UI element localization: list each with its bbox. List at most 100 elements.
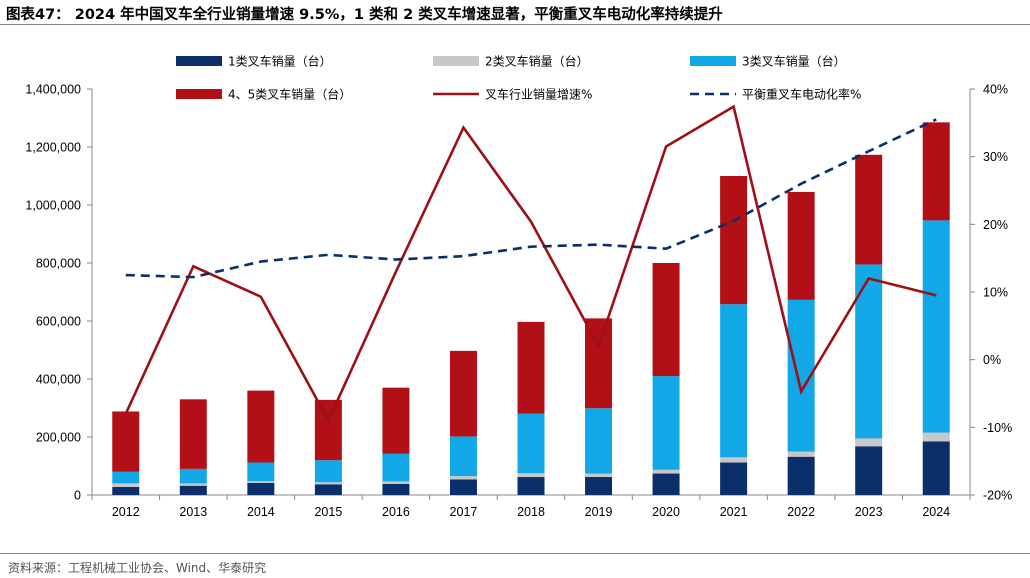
- right-axis-tick-label: 40%: [983, 83, 1008, 97]
- bar-segment-class1: [922, 441, 950, 495]
- bar-segment-class1: [449, 479, 477, 495]
- x-axis-category-label: 2023: [855, 505, 883, 519]
- bar-segment-class3: [652, 376, 680, 470]
- legend-label: 平衡重叉车电动化率%: [742, 87, 861, 102]
- bar-segment-class45: [922, 122, 950, 221]
- right-axis-tick-label: 0%: [983, 353, 1001, 367]
- bar-segment-class2: [179, 483, 207, 486]
- title-divider: [0, 24, 1030, 25]
- x-axis-category-label: 2021: [720, 505, 748, 519]
- bar-segment-class45: [247, 390, 275, 463]
- bar-segment-class45: [314, 399, 342, 461]
- bar-segment-class45: [652, 263, 680, 377]
- bar-segment-class45: [382, 387, 410, 454]
- line-series-growth_line: [124, 104, 937, 424]
- bar-segment-class3: [585, 408, 613, 474]
- x-axis-category-label: 2018: [517, 505, 545, 519]
- x-axis-category-label: 2012: [112, 505, 140, 519]
- legend-swatch-class1: [176, 56, 222, 66]
- bar-segment-class3: [449, 436, 477, 477]
- x-axis-category-label: 2019: [585, 505, 613, 519]
- bar-segment-class3: [247, 462, 275, 482]
- x-axis-category-label: 2017: [450, 505, 478, 519]
- tick-labels-group: 0 200,000 400,000 600,000 800,000 1,000,000 1,…: [25, 83, 1012, 520]
- bar-segment-class3: [382, 453, 410, 482]
- bar-series-group: [112, 122, 950, 495]
- bar-segment-class1: [314, 484, 342, 495]
- bar-segment-class3: [517, 413, 545, 474]
- bar-segment-class1: [720, 462, 748, 495]
- bar-segment-class3: [720, 304, 748, 458]
- right-axis-tick-label: -20%: [983, 489, 1012, 503]
- chart-legend: 1类叉车销量（台） 2类叉车销量（台） 3类叉车销量（台） 4、5类叉车销量（台） 叉车…: [176, 54, 861, 102]
- bar-segment-class1: [517, 477, 545, 495]
- bar-segment-class3: [922, 220, 950, 433]
- left-axis-tick-label: 600,000: [36, 315, 81, 329]
- left-axis-tick-label: 1,000,000: [25, 199, 81, 213]
- bar-segment-class2: [855, 438, 883, 447]
- legend-swatch-class3: [690, 56, 736, 66]
- left-axis-tick-label: 1,200,000: [25, 141, 81, 155]
- bar-segment-class45: [517, 321, 545, 414]
- left-axis-tick-label: 200,000: [36, 431, 81, 445]
- bar-segment-class3: [314, 460, 342, 483]
- bar-segment-class1: [382, 483, 410, 495]
- bar-segment-class1: [652, 473, 680, 495]
- x-axis-category-label: 2013: [179, 505, 207, 519]
- x-axis-category-label: 2020: [652, 505, 680, 519]
- bar-segment-class2: [314, 482, 342, 485]
- x-axis-category-label: 2024: [922, 505, 950, 519]
- bar-segment-class2: [449, 476, 477, 480]
- source-note: 资料来源：工程机械工业协会、Wind、华泰研究: [8, 561, 267, 575]
- bar-segment-class45: [720, 176, 748, 305]
- legend-label: 2类叉车销量（台）: [485, 54, 589, 69]
- bar-segment-class2: [585, 473, 613, 478]
- x-axis-category-label: 2014: [247, 505, 275, 519]
- right-axis-tick-label: -10%: [983, 421, 1012, 435]
- bar-segment-class2: [922, 432, 950, 442]
- bar-segment-class2: [720, 457, 748, 463]
- bar-segment-class3: [855, 264, 883, 439]
- bar-segment-class1: [112, 486, 140, 495]
- legend-swatch-class2: [433, 56, 479, 66]
- x-axis-category-label: 2016: [382, 505, 410, 519]
- bar-segment-class2: [517, 473, 545, 478]
- legend-label: 叉车行业销量增速%: [485, 87, 592, 102]
- left-axis-tick-label: 1,400,000: [25, 83, 81, 97]
- right-axis-tick-label: 30%: [983, 150, 1008, 164]
- bar-segment-class1: [855, 446, 883, 495]
- bar-segment-class45: [855, 154, 883, 265]
- left-axis-tick-label: 400,000: [36, 373, 81, 387]
- x-axis-category-label: 2015: [314, 505, 342, 519]
- bar-segment-class45: [585, 318, 613, 409]
- bar-segment-class1: [787, 456, 815, 495]
- right-axis-tick-label: 10%: [983, 286, 1008, 300]
- footer-divider: [0, 553, 1030, 554]
- bar-segment-class45: [449, 350, 477, 437]
- bar-segment-class3: [179, 468, 207, 484]
- legend-label: 4、5类叉车销量（台）: [228, 87, 351, 102]
- left-axis-tick-label: 0: [74, 489, 81, 503]
- x-axis-category-label: 2022: [787, 505, 815, 519]
- bar-segment-class2: [382, 481, 410, 484]
- left-axis-tick-label: 800,000: [36, 257, 81, 271]
- bar-segment-class2: [652, 469, 680, 474]
- legend-label: 3类叉车销量（台）: [742, 54, 846, 69]
- legend-swatch-class45: [176, 89, 222, 99]
- bar-segment-class45: [179, 399, 207, 469]
- bar-segment-class2: [787, 451, 815, 457]
- legend-label: 1类叉车销量（台）: [228, 54, 332, 69]
- right-axis-tick-label: 20%: [983, 218, 1008, 232]
- bar-segment-class2: [112, 483, 140, 487]
- line-series-group: [124, 104, 937, 424]
- bar-segment-class3: [112, 471, 140, 484]
- bar-segment-class1: [247, 482, 275, 495]
- line-series-electrification_line: [125, 118, 937, 279]
- bar-segment-class45: [112, 411, 140, 472]
- bar-segment-class2: [247, 481, 275, 483]
- bar-segment-class1: [179, 485, 207, 495]
- bar-segment-class1: [585, 477, 613, 495]
- chart-title: 图表47： 2024 年中国叉车全行业销量增速 9.5%，1 类和 2 类叉车增…: [6, 7, 723, 23]
- bar-segment-class45: [787, 191, 815, 300]
